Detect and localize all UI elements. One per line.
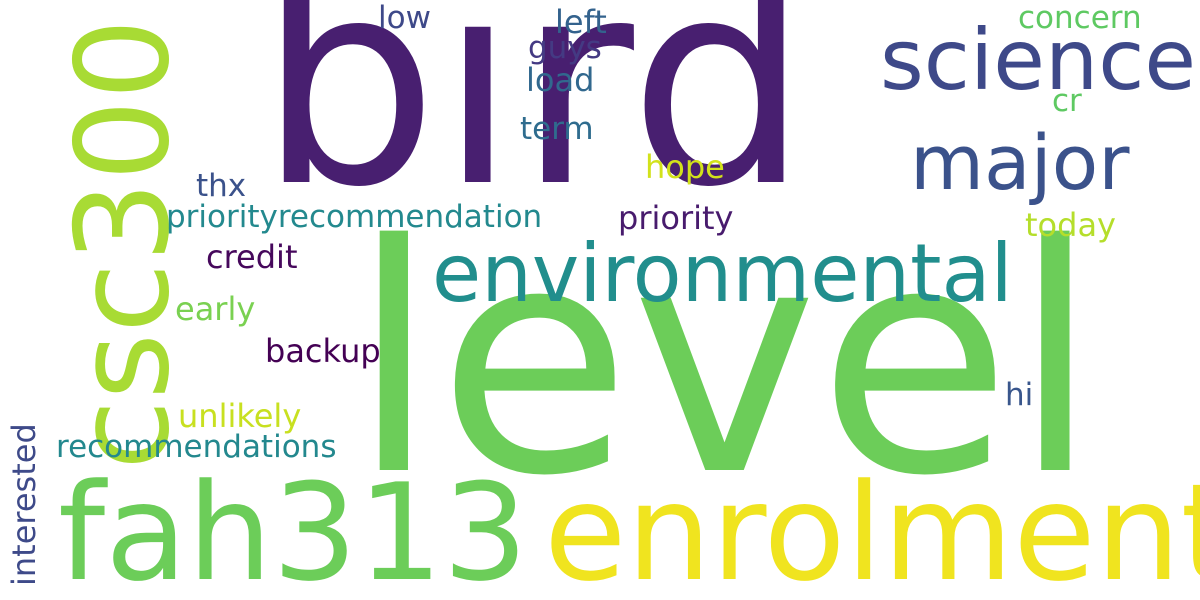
word-low: low (378, 0, 431, 36)
word-fah313: fah313 (58, 455, 528, 600)
word-priority: priority (618, 199, 734, 237)
word-priorityrecommendation: priorityrecommendation (166, 199, 543, 235)
word-bird: bird (258, 0, 810, 249)
word-environmental: environmental (432, 227, 1013, 320)
word-today: today (1025, 206, 1116, 244)
word-term: term (520, 111, 594, 147)
word-early: early (175, 290, 256, 328)
word-thx: thx (196, 168, 247, 204)
word-hope: hope (645, 148, 725, 186)
word-guys: guys (528, 30, 602, 66)
word-unlikely: unlikely (178, 397, 302, 435)
word-load: load (526, 61, 595, 99)
word-left: left (555, 3, 607, 41)
word-major: major (910, 118, 1130, 207)
word-backup: backup (265, 332, 381, 370)
word-csc300: csc300 (49, 18, 198, 470)
word-interested: interested (5, 423, 43, 586)
word-science: science (880, 11, 1197, 109)
word-credit: credit (206, 238, 298, 276)
word-recommendations: recommendations (56, 429, 337, 465)
word-hi: hi (1005, 377, 1034, 413)
word-level: level (350, 179, 1100, 545)
word-cr: cr (1052, 83, 1082, 119)
word-enrolment: enrolment (544, 455, 1200, 600)
word-concern: concern (1018, 0, 1142, 36)
